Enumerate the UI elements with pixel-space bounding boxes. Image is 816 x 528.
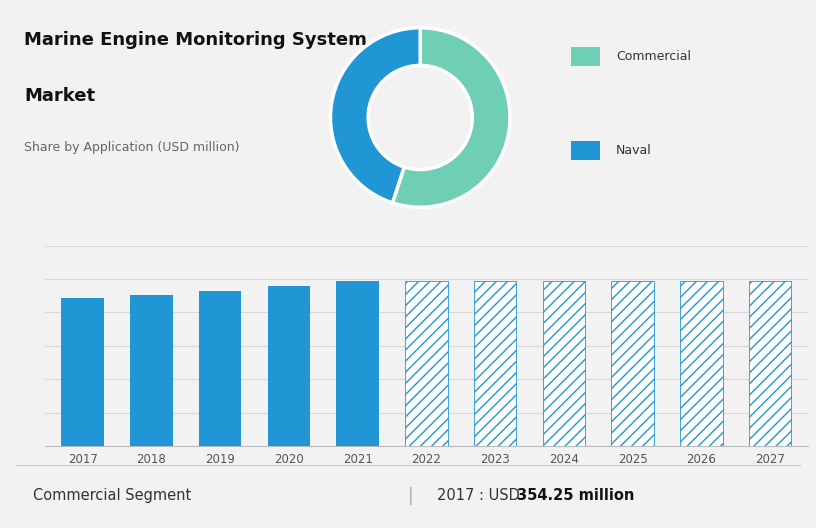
Text: 2017 : USD: 2017 : USD [437, 488, 524, 503]
Wedge shape [330, 27, 420, 203]
Bar [130, 295, 173, 446]
Bar [199, 290, 242, 446]
Wedge shape [392, 27, 510, 207]
Bar [543, 281, 585, 446]
Text: Naval: Naval [616, 144, 652, 157]
Bar [336, 281, 379, 446]
Bar [749, 281, 792, 446]
Text: Commercial Segment: Commercial Segment [33, 488, 191, 503]
Text: 354.25 million: 354.25 million [517, 488, 634, 503]
Bar [268, 286, 310, 446]
Bar [61, 298, 104, 446]
Text: |: | [408, 487, 414, 505]
Bar [405, 281, 448, 446]
Text: Share by Application (USD million): Share by Application (USD million) [24, 141, 240, 154]
Bar [474, 281, 517, 446]
Bar [571, 141, 600, 160]
Bar [611, 281, 654, 446]
Text: Commercial: Commercial [616, 50, 691, 63]
Bar [571, 47, 600, 66]
Text: Marine Engine Monitoring System: Marine Engine Monitoring System [24, 31, 367, 49]
Bar [680, 281, 723, 446]
Text: Market: Market [24, 87, 95, 105]
